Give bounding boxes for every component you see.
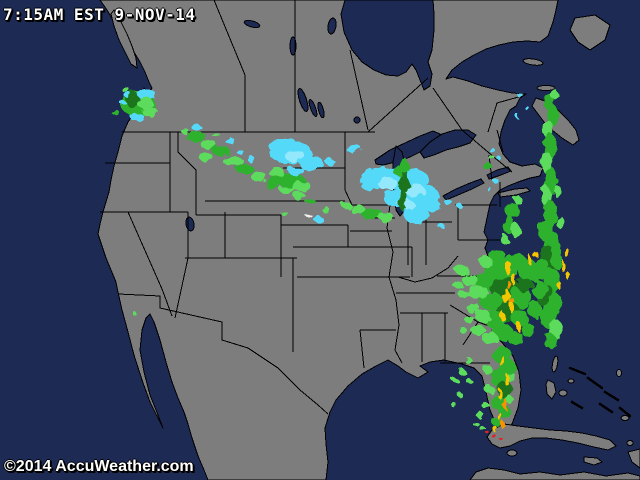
- radar-florida: [451, 347, 516, 440]
- lake-winnipeg: [297, 88, 309, 112]
- radar-scattered-specks: [133, 312, 137, 316]
- andros-island: [545, 379, 557, 400]
- bahamas-island: [620, 415, 630, 421]
- vancouver-island: [110, 9, 138, 69]
- turks-island: [626, 440, 634, 446]
- bahamas-island: [551, 355, 559, 373]
- bahamas-island: [567, 378, 575, 384]
- radar-northern-plains: [268, 140, 335, 216]
- lake-athabasca: [243, 19, 261, 29]
- hispaniola-edge: [627, 448, 640, 469]
- cuba: [486, 423, 617, 451]
- northern-lake: [327, 17, 337, 35]
- prince-edward-island: [536, 85, 556, 91]
- newfoundland-island: [569, 14, 611, 51]
- caribbean-coast-strip: [469, 467, 640, 480]
- lake-of-the-woods: [353, 116, 361, 124]
- jamaica: [583, 456, 603, 466]
- bahamas-island: [616, 369, 622, 377]
- radar-northeast-offshore: [489, 89, 558, 174]
- bahama-bank-marks: [568, 366, 632, 418]
- lake-winnipegosis: [317, 101, 325, 119]
- lake-erie: [442, 178, 485, 201]
- hudson-bay: [340, 0, 435, 91]
- radar-southeast: [453, 249, 547, 345]
- timestamp-label: 7:15AM EST 9-NOV-14: [3, 5, 196, 24]
- precipitation-radar-layer: [112, 86, 570, 440]
- continent-north-america: [97, 0, 559, 480]
- radar-northern-rockies: [180, 125, 330, 222]
- radar-great-lakes: [342, 145, 498, 228]
- bahamas-island: [558, 389, 568, 397]
- state-borders: [100, 0, 523, 415]
- copyright-label: ©2014 AccuWeather.com: [4, 458, 194, 475]
- radar-atlantic-band: [501, 167, 570, 349]
- anticosti-island: [522, 58, 544, 66]
- lake-manitoba: [308, 98, 318, 118]
- landmass: [97, 0, 640, 480]
- radar-pacific-northwest: [112, 86, 158, 121]
- isla-juventud: [506, 449, 518, 457]
